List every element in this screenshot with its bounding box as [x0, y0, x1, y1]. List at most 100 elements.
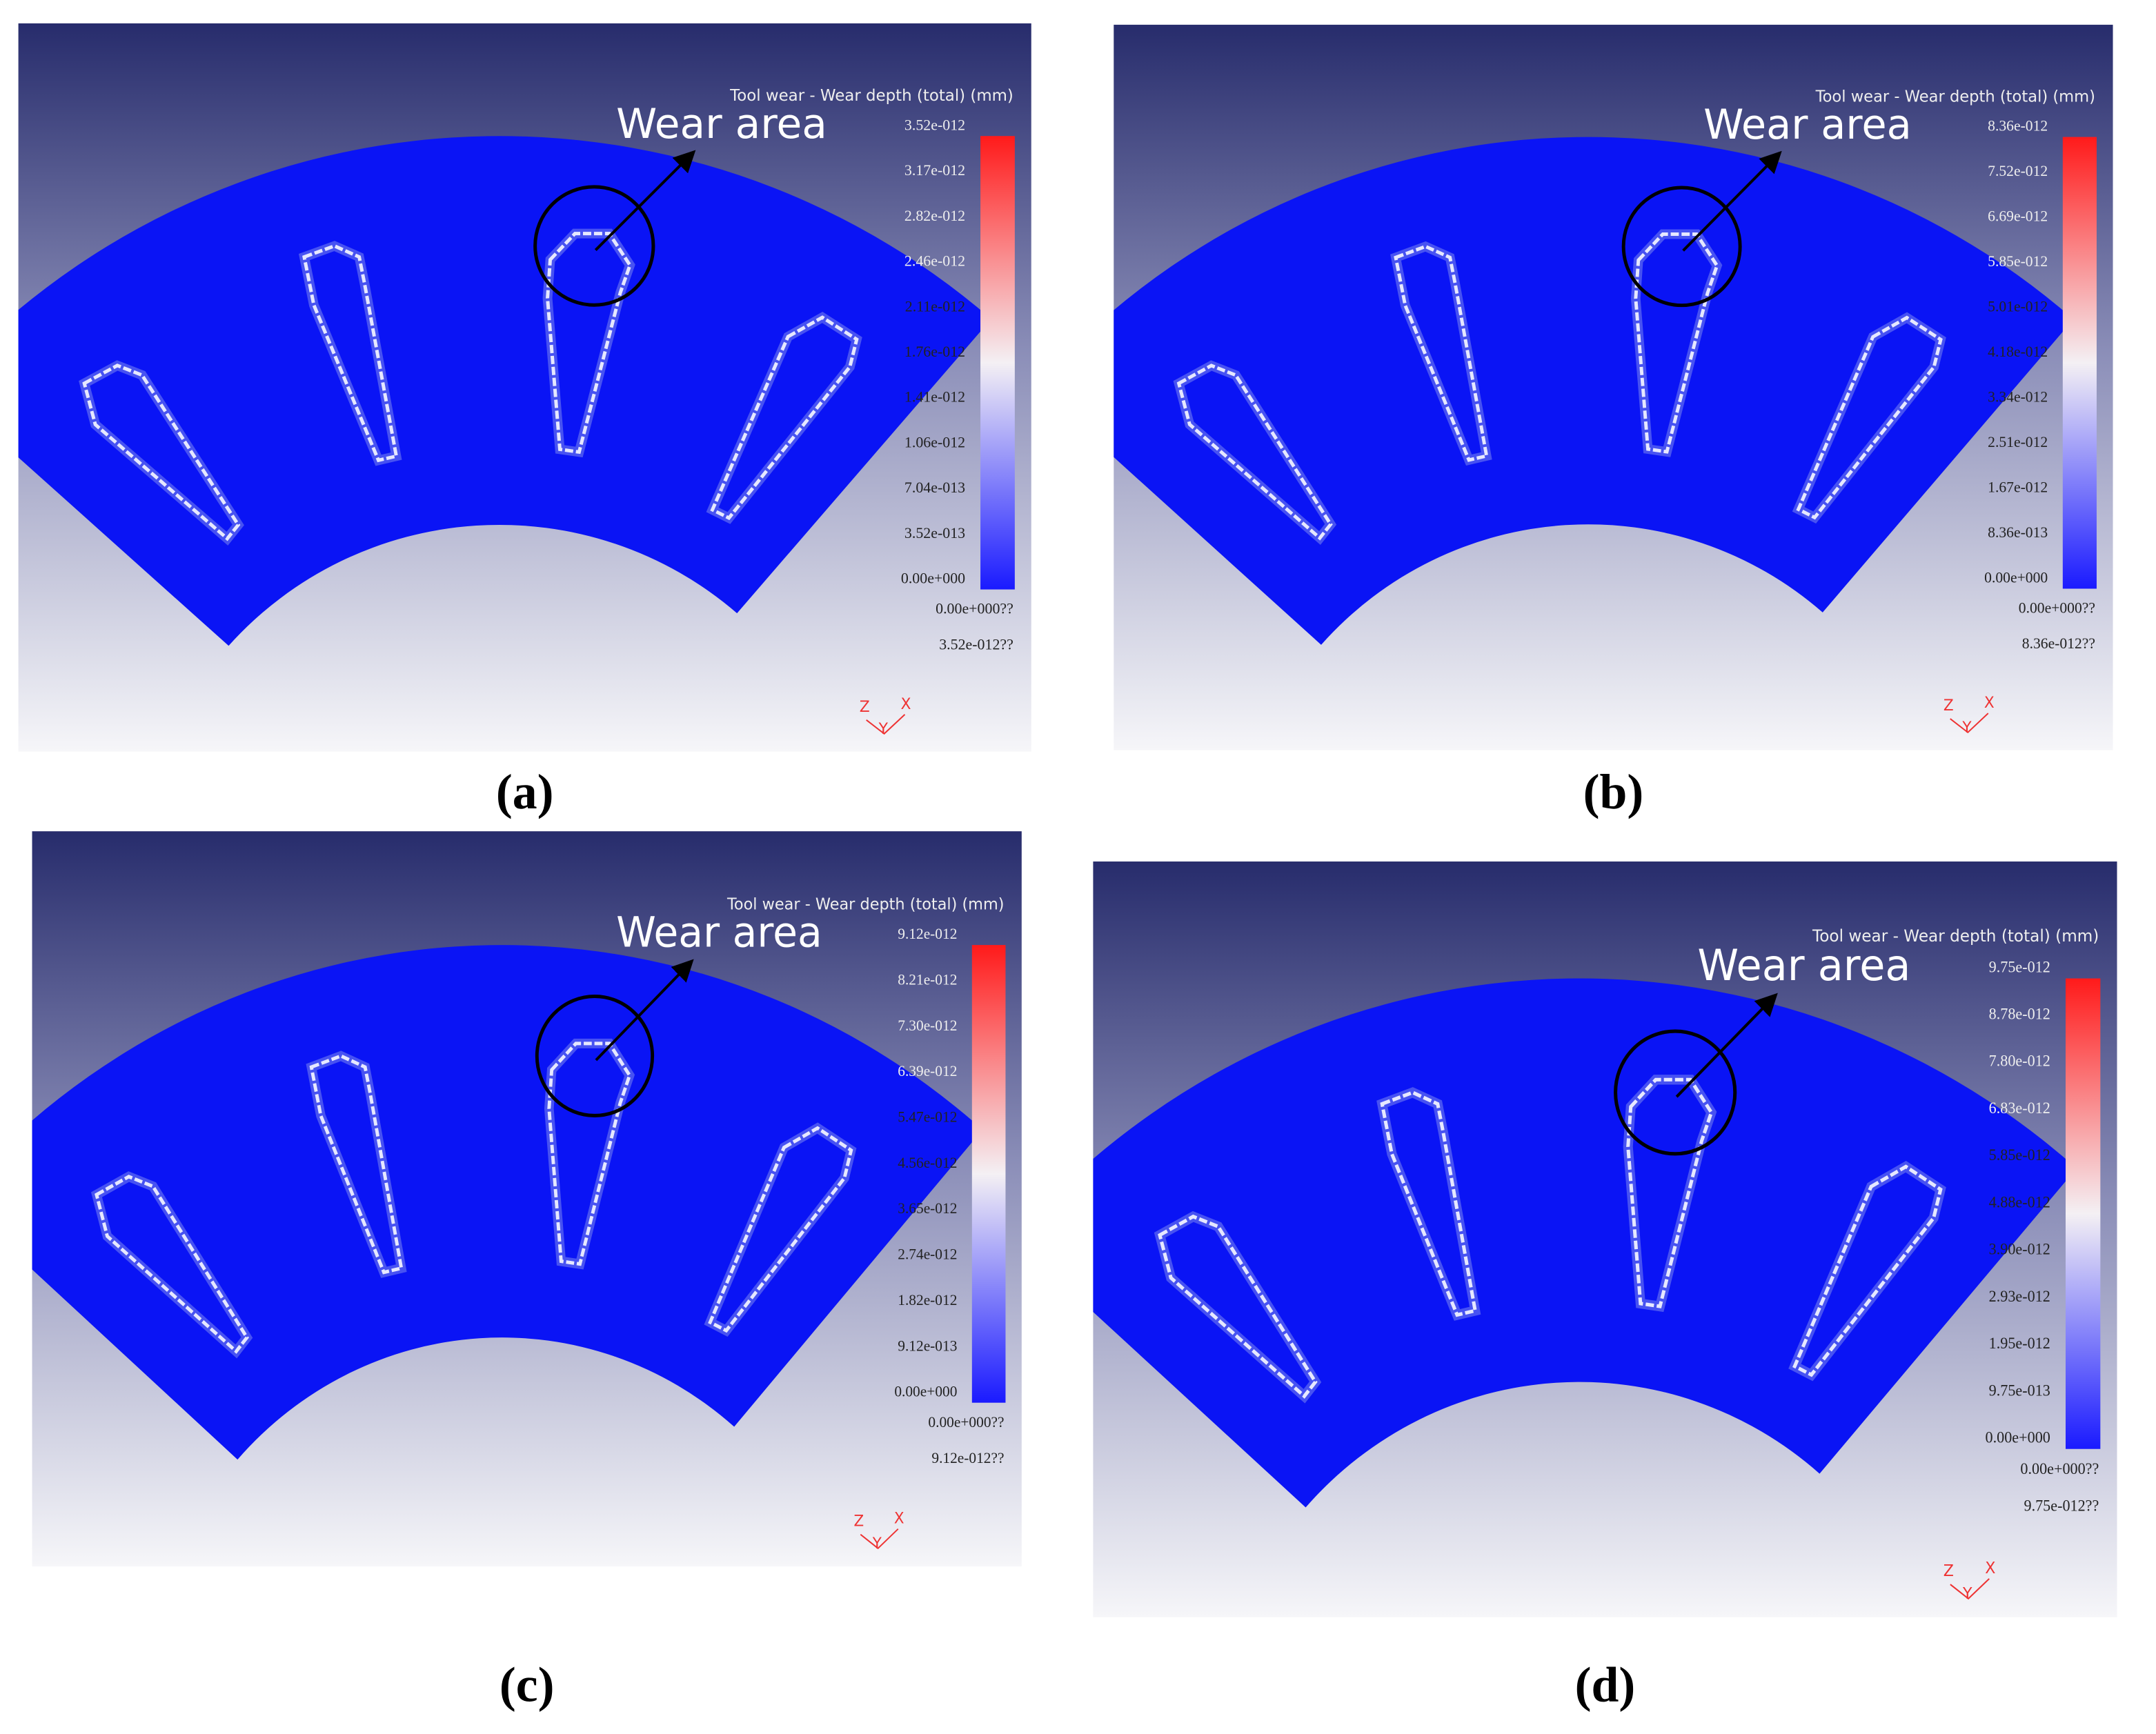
- caption: (d): [1575, 1657, 1636, 1713]
- legend-title: Tool wear - Wear depth (total) (mm): [729, 87, 1013, 105]
- wear-arrow: [1682, 150, 1782, 252]
- legend-title: Tool wear - Wear depth (total) (mm): [726, 895, 1004, 913]
- axis-z: Z: [1944, 1562, 1954, 1580]
- colorbar-label: 3.65e-012: [898, 1200, 957, 1217]
- colorbar-label: 2.74e-012: [898, 1246, 957, 1262]
- colorbar-label: 3.34e-012: [1988, 389, 2048, 406]
- colorbar-label: 1.41e-012: [904, 388, 965, 406]
- colorbar-label: 8.78e-012: [1989, 1005, 2050, 1022]
- colorbar-label: 7.80e-012: [1989, 1052, 2050, 1069]
- colorbar: [971, 945, 1006, 1403]
- colorbar-label: 6.83e-012: [1989, 1099, 2050, 1117]
- range-min: 0.00e+000??: [936, 600, 1013, 617]
- range-max: 3.52e-012??: [939, 635, 1013, 652]
- colorbar-label: 1.76e-012: [904, 343, 965, 360]
- colorbar-label: 0.00e+000: [901, 570, 965, 587]
- colorbar-label: 0.00e+000: [1984, 570, 2048, 586]
- slot-edge: [710, 315, 859, 521]
- slot-edge: [1792, 1164, 1943, 1377]
- range-max: 8.36e-012??: [2022, 635, 2095, 652]
- range-min: 0.00e+000??: [928, 1414, 1004, 1431]
- colorbar-label: 2.51e-012: [1988, 434, 2048, 450]
- range-max: 9.12e-012??: [931, 1450, 1004, 1466]
- colorbar-label: 6.39e-012: [898, 1063, 957, 1079]
- colorbar-label: 1.82e-012: [898, 1292, 957, 1308]
- colorbar: [2066, 978, 2101, 1449]
- stator-sector: [1114, 137, 2074, 645]
- axis-triad: [866, 714, 906, 735]
- axis-z: Z: [860, 699, 870, 716]
- colorbar: [2062, 137, 2097, 589]
- axis-x: X: [1984, 695, 1995, 712]
- wear-circle: [1621, 186, 1742, 308]
- wear-label: Wear area: [1697, 941, 1910, 990]
- colorbar-label: 9.75e-013: [1989, 1382, 2050, 1399]
- colorbar-label: 4.88e-012: [1989, 1193, 2050, 1210]
- colorbar-label: 8.21e-012: [898, 971, 957, 988]
- colorbar-label: 3.17e-012: [904, 161, 965, 179]
- slot-edge: [1634, 232, 1719, 454]
- colorbar-label: 0.00e+000: [1986, 1428, 2050, 1446]
- caption: (a): [496, 764, 554, 819]
- colorbar-label: 1.95e-012: [1989, 1335, 2050, 1352]
- axis-y: Y: [1962, 1585, 1972, 1603]
- slot-edge: [546, 232, 632, 455]
- wear-circle: [533, 185, 655, 307]
- wear-circle: [535, 994, 655, 1117]
- colorbar: [980, 136, 1015, 590]
- wear-arrow: [594, 150, 696, 251]
- colorbar-label: 2.82e-012: [904, 207, 965, 224]
- axis-y: Y: [872, 1535, 882, 1553]
- colorbar-label: 2.93e-012: [1989, 1288, 2050, 1305]
- colorbar-label: 1.67e-012: [1988, 479, 2048, 496]
- slot-edge: [302, 243, 399, 463]
- colorbar-label: 0.00e+000: [894, 1383, 957, 1399]
- slot-edge: [309, 1054, 404, 1275]
- caption: (b): [1583, 764, 1644, 819]
- colorbar-label: 2.46e-012: [904, 252, 965, 270]
- legend-title: Tool wear - Wear depth (total) (mm): [1815, 88, 2095, 106]
- colorbar-label: 9.75e-012: [1989, 958, 2050, 975]
- range-min: 0.00e+000??: [2019, 599, 2095, 616]
- colorbar-label: 3.52e-013: [904, 524, 965, 541]
- colorbar-label: 4.56e-012: [898, 1155, 957, 1171]
- colorbar-label: 3.90e-012: [1989, 1240, 2050, 1257]
- wear-arrow: [595, 959, 694, 1062]
- wear-label: Wear area: [1703, 101, 1912, 148]
- colorbar-label: 5.47e-012: [898, 1108, 957, 1125]
- axis-z: Z: [854, 1513, 864, 1530]
- colorbar-label: 9.12e-013: [898, 1337, 957, 1354]
- slot-edge: [708, 1126, 853, 1333]
- axis-triad: [1950, 1578, 1990, 1600]
- slot-edge: [1176, 363, 1333, 541]
- wear-arrow: [1675, 993, 1778, 1098]
- colorbar-label: 3.52e-012: [904, 116, 965, 133]
- colorbar-label: 2.11e-012: [905, 297, 965, 315]
- caption: (c): [500, 1657, 555, 1713]
- legend-title: Tool wear - Wear depth (total) (mm): [1812, 926, 2099, 946]
- slot-edge: [1158, 1214, 1318, 1399]
- colorbar-label: 7.52e-012: [1988, 163, 2048, 179]
- stator-sector: [18, 136, 991, 646]
- colorbar-label: 8.36e-013: [1988, 524, 2048, 541]
- slot-edge: [1626, 1077, 1714, 1308]
- axis-x: X: [894, 1510, 904, 1527]
- slot-edge: [82, 363, 241, 541]
- colorbar-label: 1.06e-012: [904, 433, 965, 450]
- model: [32, 945, 983, 1460]
- colorbar-label: 4.18e-012: [1988, 343, 2048, 360]
- colorbar-label: 7.04e-013: [904, 479, 965, 496]
- colorbar-label: 9.12e-012: [898, 926, 957, 942]
- wear-label: Wear area: [616, 908, 822, 956]
- range-max: 9.75e-012??: [2024, 1497, 2099, 1514]
- model: [18, 136, 991, 646]
- axis-x: X: [901, 696, 911, 713]
- range-min: 0.00e+000??: [2020, 1460, 2099, 1477]
- axis-triad: [1950, 712, 1989, 734]
- colorbar-label: 6.69e-012: [1988, 208, 2048, 225]
